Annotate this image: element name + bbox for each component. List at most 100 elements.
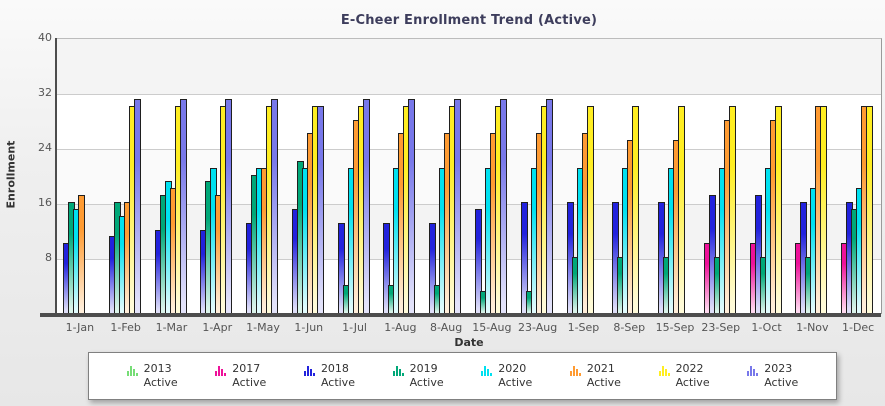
- bar-2023-1-Jun: [316, 105, 324, 314]
- legend-label: 2021 Active: [587, 362, 621, 390]
- legend-year: 2018: [320, 362, 349, 376]
- bar-group-23-Aug: [520, 39, 561, 314]
- legend-item-2021: 2021 Active: [569, 362, 621, 390]
- legend-item-2018: 2018 Active: [303, 362, 355, 390]
- x-tick-label: 1-Sep: [567, 321, 600, 334]
- bar-2023-1-Mar: [179, 98, 187, 314]
- y-axis-line: [55, 38, 57, 314]
- legend-status: Active: [409, 376, 444, 389]
- bar-group-8-Sep: [612, 39, 652, 314]
- x-tick-label: 1-Dec: [841, 321, 875, 334]
- legend-item-2019: 2019 Active: [392, 362, 444, 390]
- bar-2023-15-Aug: [500, 98, 507, 314]
- mini-bar-chart-icon: [658, 364, 670, 377]
- y-axis-title: Enrollment: [4, 140, 18, 209]
- x-tick-label: 15-Sep: [655, 321, 695, 334]
- bar-group-1-Jun: [291, 39, 332, 314]
- mini-bar-chart-icon: [747, 364, 759, 377]
- x-axis-title: Date: [454, 336, 484, 349]
- bar-2023-1-Apr: [225, 98, 233, 314]
- legend-label: 2013 Active: [144, 362, 178, 390]
- legend-label: 2020 Active: [498, 362, 532, 390]
- plot-band: [57, 94, 881, 149]
- legend-status: Active: [764, 376, 799, 389]
- y-tick-label: 40: [38, 31, 52, 44]
- bar-group-1-Oct: [749, 39, 790, 314]
- bar-2023-1-Aug: [408, 98, 416, 314]
- legend-status: Active: [498, 376, 533, 389]
- gridline: [57, 149, 881, 150]
- legend-item-2022: 2022 Active: [658, 362, 710, 390]
- x-tick-label: 1-Nov: [796, 321, 829, 334]
- chart-title: E-Cheer Enrollment Trend (Active): [340, 13, 598, 28]
- legend-item-2017: 2017 Active: [215, 362, 266, 390]
- x-tick-label: 1-Apr: [202, 321, 233, 334]
- bar-2022-1-Sep: [586, 105, 594, 314]
- x-tick-label: 1-May: [246, 321, 280, 334]
- legend-item-2013: 2013 Active: [126, 362, 178, 390]
- bar-group-1-Sep: [566, 39, 607, 314]
- legend-label: 2019 Active: [410, 362, 444, 390]
- legend-label: 2018 Active: [321, 362, 355, 390]
- x-tick-label: 1-Oct: [751, 321, 782, 334]
- plot-band: [57, 39, 881, 94]
- legend-status: Active: [586, 376, 621, 389]
- legend-status: Active: [232, 376, 267, 389]
- x-tick-label: 1-Jul: [342, 321, 367, 334]
- mini-bar-chart-icon: [303, 364, 315, 377]
- x-tick-label: 1-Jan: [65, 321, 95, 334]
- legend-label: 2022 Active: [676, 362, 710, 390]
- legend-year: 2019: [409, 362, 438, 376]
- legend-item-2020: 2020 Active: [481, 362, 532, 390]
- bar-group-15-Sep: [658, 39, 698, 314]
- legend-year: 2021: [586, 362, 615, 376]
- x-tick-label: 15-Aug: [472, 321, 512, 334]
- legend-label: 2023 Active: [764, 362, 798, 390]
- x-tick-label: 1-Feb: [110, 321, 141, 334]
- bar-2022-1-Dec: [866, 105, 874, 314]
- plot-band: [57, 149, 881, 204]
- bar-group-1-Jul: [337, 39, 378, 314]
- bar-2022-1-Nov: [820, 105, 828, 314]
- legend-year: 2020: [498, 362, 527, 376]
- legend-year: 2013: [143, 362, 172, 376]
- legend-status: Active: [143, 376, 178, 389]
- legend-label: 2017 Active: [232, 362, 266, 390]
- y-tick-label: 24: [38, 141, 52, 154]
- plot-band: [57, 204, 881, 259]
- bar-group-1-Aug: [383, 39, 423, 314]
- x-tick-label: 1-Aug: [384, 321, 417, 334]
- mini-bar-chart-icon: [481, 364, 493, 377]
- mini-bar-chart-icon: [126, 364, 138, 377]
- y-tick-label: 8: [45, 251, 52, 264]
- bar-2023-8-Aug: [454, 98, 462, 314]
- bar-group-1-May: [246, 39, 286, 314]
- mini-bar-chart-icon: [569, 364, 581, 377]
- bar-group-8-Aug: [429, 39, 469, 314]
- bar-group-1-Jan: [63, 39, 103, 314]
- mini-bar-chart-icon: [215, 364, 227, 377]
- bar-group-23-Sep: [703, 39, 744, 314]
- y-tick-label: 32: [38, 86, 52, 99]
- plot-band: [57, 259, 881, 314]
- legend-year: 2017: [232, 362, 261, 376]
- bar-2022-8-Sep: [632, 105, 640, 314]
- x-tick-label: 1-Mar: [155, 321, 188, 334]
- x-tick-label: 1-Jun: [294, 321, 324, 334]
- bar-group-1-Feb: [108, 39, 149, 314]
- gridline: [57, 259, 881, 260]
- legend: 2013 Active 2017 Active 2018 Active 2019 Active…: [88, 352, 837, 400]
- legend-year: 2023: [764, 362, 793, 376]
- x-tick-label: 23-Aug: [518, 321, 558, 334]
- bar-group-1-Mar: [154, 39, 195, 314]
- bar-2023-1-Jul: [362, 98, 370, 314]
- gridline: [57, 94, 881, 95]
- legend-item-2023: 2023 Active: [747, 362, 798, 390]
- bar-group-1-Nov: [795, 39, 835, 314]
- plot-area: [57, 38, 882, 314]
- bar-2022-23-Sep: [728, 105, 736, 314]
- legend-status: Active: [320, 376, 355, 389]
- x-tick-label: 8-Sep: [613, 321, 646, 334]
- y-tick-label: 16: [38, 196, 52, 209]
